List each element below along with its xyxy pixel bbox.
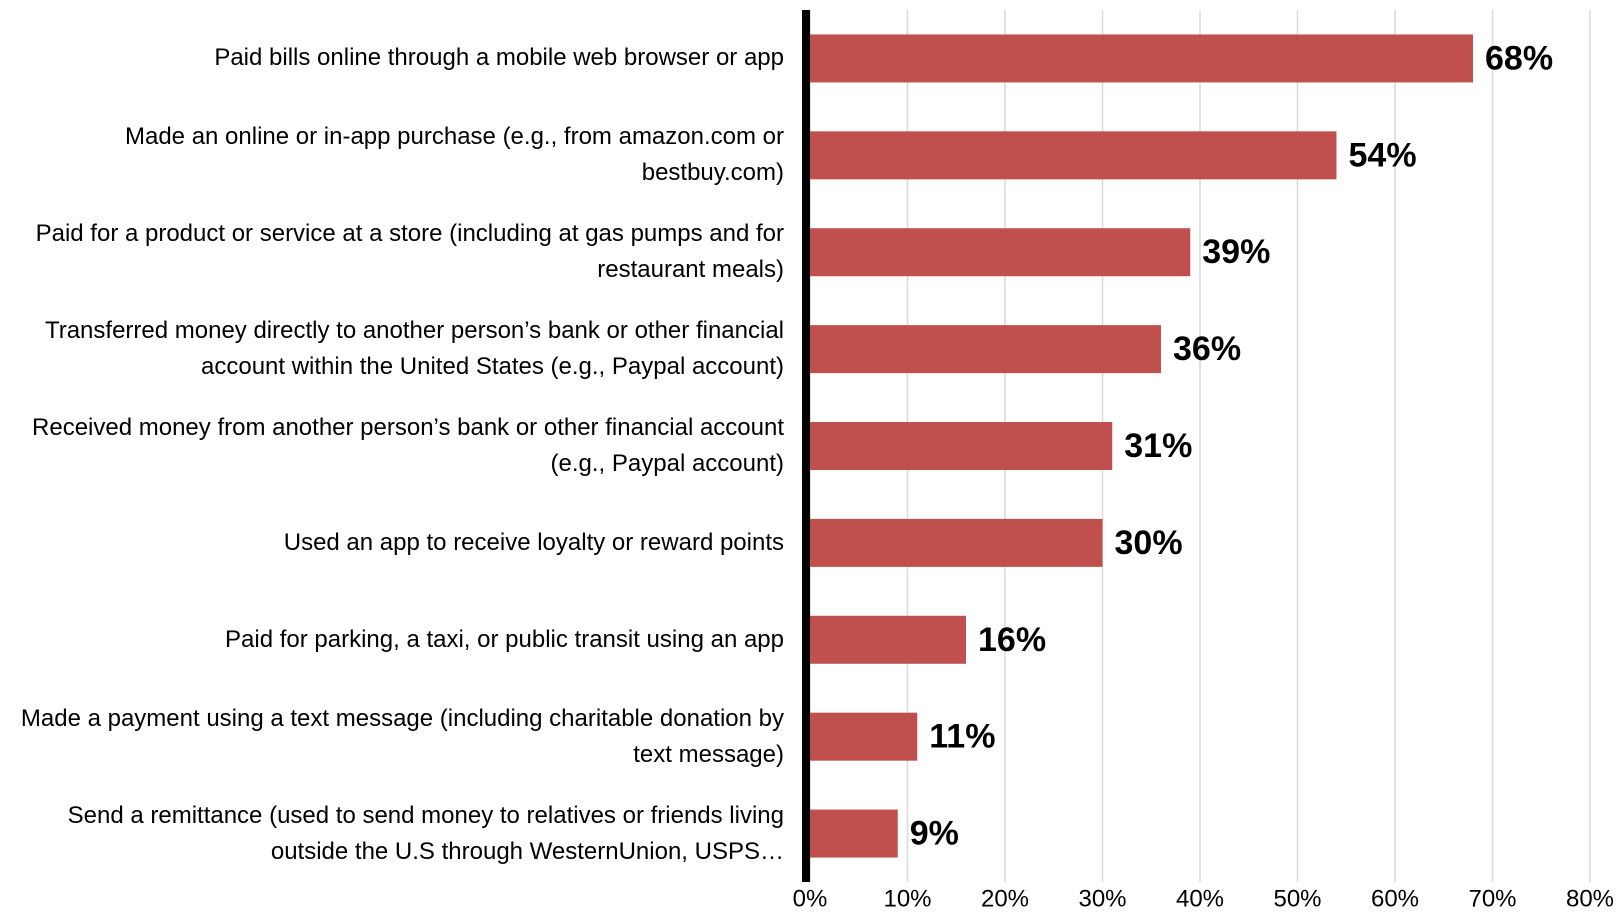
value-label: 31% — [1124, 427, 1192, 465]
x-tick-label: 40% — [1176, 885, 1224, 912]
bar — [810, 34, 1473, 83]
bar — [810, 615, 966, 664]
x-tick-label: 0% — [793, 885, 828, 912]
x-tick-label: 50% — [1273, 885, 1321, 912]
value-label: 36% — [1173, 330, 1241, 368]
bar — [810, 422, 1113, 470]
category-label: Send a remittance (used to send money to… — [67, 801, 784, 865]
value-label: 30% — [1115, 524, 1183, 562]
value-label: 9% — [910, 815, 959, 853]
category-label: Paid for a product or service at a store… — [35, 220, 784, 284]
category-label: Received money from another person’s ban… — [32, 413, 784, 477]
value-label: 16% — [978, 621, 1046, 659]
value-label: 39% — [1202, 233, 1270, 271]
value-label: 11% — [929, 718, 995, 756]
x-tick-label: 20% — [981, 885, 1029, 912]
value-label: 54% — [1349, 136, 1417, 174]
category-label: Paid bills online through a mobile web b… — [214, 44, 784, 72]
bar — [810, 228, 1191, 277]
bar — [810, 518, 1103, 567]
bar — [810, 325, 1161, 374]
category-label: Paid for parking, a taxi, or public tran… — [225, 625, 784, 653]
x-tick-label: 70% — [1468, 885, 1516, 912]
category-label: Used an app to receive loyalty or reward… — [283, 528, 784, 556]
x-tick-label: 10% — [883, 885, 931, 912]
x-tick-label: 80% — [1566, 885, 1614, 912]
value-label: 68% — [1485, 39, 1553, 77]
bar — [810, 712, 918, 761]
bar — [810, 809, 898, 858]
category-label: Made an online or in-app purchase (e.g.,… — [124, 123, 784, 187]
bar — [810, 131, 1337, 180]
category-label: Transferred money directly to another pe… — [44, 317, 784, 381]
category-label: Made a payment using a text message (inc… — [20, 704, 784, 768]
x-tick-label: 60% — [1371, 885, 1419, 912]
x-tick-label: 30% — [1078, 885, 1126, 912]
